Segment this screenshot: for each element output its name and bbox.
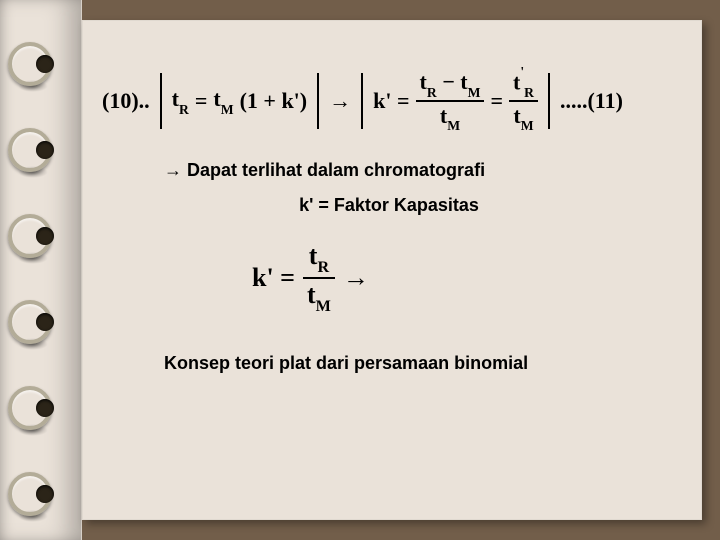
eqk-lhs: k' =: [252, 263, 295, 293]
binder-ring-icon: [8, 300, 52, 344]
binder-ring-icon: [8, 214, 52, 258]
fraction-1: tR − tM tM: [416, 70, 485, 131]
eq10-label-open: (10)..: [102, 88, 150, 114]
chromatografi-line: → Dapat terlihat dalam chromatografi: [164, 160, 676, 181]
frac2-num: t'R: [509, 70, 538, 98]
eq10-k-lhs: k' =: [373, 88, 409, 114]
frac1-den: tM: [436, 104, 464, 132]
binding-strip: [0, 0, 82, 540]
frack-den: tM: [303, 281, 335, 314]
eq11-label-close: .....(11): [560, 88, 623, 114]
vertical-bar-icon: [317, 73, 319, 129]
fraction-k: tR tM: [303, 242, 335, 314]
concept-text: Konsep teori plat dari persamaan binomia…: [164, 352, 584, 375]
eq10-one-plus-k: (1 + k'): [240, 88, 308, 114]
k-caption: k' = Faktor Kapasitas: [102, 195, 676, 216]
eq10-tR: tR: [172, 86, 189, 115]
fraction-bar-icon: [416, 100, 485, 102]
frac1-num: tR − tM: [416, 70, 485, 98]
vertical-bar-icon: [160, 73, 162, 129]
vertical-bar-icon: [361, 73, 363, 129]
vertical-bar-icon: [548, 73, 550, 129]
eq-equals: =: [195, 88, 208, 114]
page: (10).. tR = tM (1 + k') → k' = tR − tM t…: [82, 20, 702, 520]
equation-10-11: (10).. tR = tM (1 + k') → k' = tR − tM t…: [102, 70, 676, 132]
eq10-tM: tM: [213, 86, 233, 115]
fraction-bar-icon: [303, 277, 335, 279]
arrow-icon: →: [164, 160, 182, 180]
binder-ring-icon: [8, 128, 52, 172]
binder-ring-icon: [8, 386, 52, 430]
frac2-den: tM: [509, 104, 537, 132]
frack-num: tR: [305, 242, 333, 275]
binder-ring-icon: [8, 472, 52, 516]
eq-equals-2: =: [490, 88, 503, 114]
chromatografi-text: Dapat terlihat dalam chromatografi: [182, 160, 485, 180]
binder-ring-icon: [8, 42, 52, 86]
arrow-icon: →: [343, 263, 369, 293]
equation-k: k' = tR tM →: [252, 242, 676, 314]
fraction-2: t'R tM: [509, 70, 538, 132]
arrow-icon: →: [329, 88, 351, 114]
fraction-bar-icon: [509, 100, 538, 102]
